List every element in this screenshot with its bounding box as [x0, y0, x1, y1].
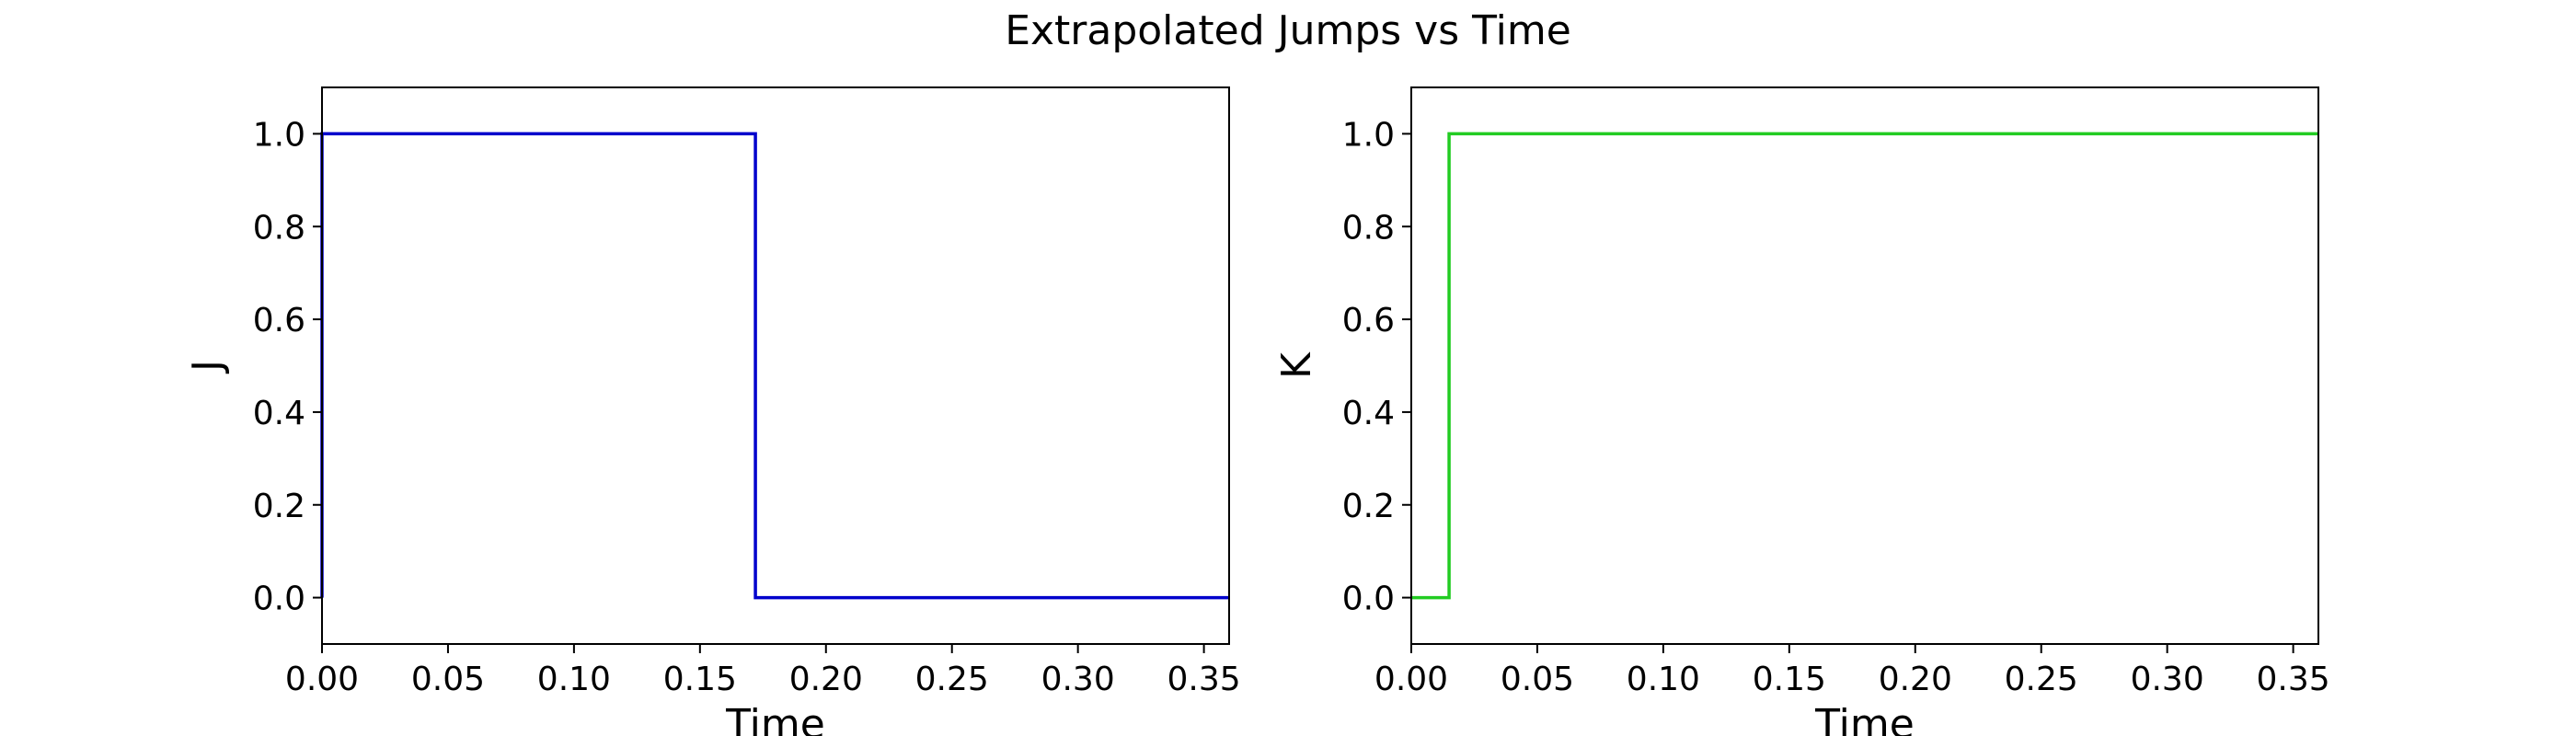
x-tick-label: 0.05 — [1501, 661, 1574, 698]
x-tick-label: 0.20 — [1879, 661, 1952, 698]
x-tick-label: 0.30 — [2131, 661, 2204, 698]
subplot-1: 0.00 0.05 0.10 0.15 0.20 0.25 0.30 0.35 0.0 0.2 0.… — [184, 86, 1241, 736]
y-tick-label: 1.0 — [253, 116, 305, 154]
subplot-2: 0.00 0.05 0.10 0.15 0.20 0.25 0.30 0.35 0.0 0.2 0.… — [1273, 86, 2330, 736]
x-tick-label: 0.35 — [1167, 661, 1241, 698]
series-line-1 — [1411, 132, 2318, 600]
x-tick-label: 0.15 — [663, 661, 737, 698]
y-tick-label: 0.2 — [1342, 488, 1395, 525]
y-tick-label: 1.0 — [1342, 116, 1395, 154]
y-axis-label: K — [1273, 351, 1320, 379]
x-axis-label: Time — [1814, 701, 1915, 736]
x-tick-label: 0.25 — [2005, 661, 2078, 698]
x-tick-label: 0.10 — [1627, 661, 1700, 698]
y-axis-label: J — [184, 360, 231, 374]
plots-group: 0.00 0.05 0.10 0.15 0.20 0.25 0.30 0.35 0.0 0.2 0.… — [184, 86, 2330, 736]
y-tick-label: 0.4 — [253, 395, 305, 432]
y-tick-label: 0.4 — [1342, 395, 1395, 432]
x-tick-label: 0.35 — [2257, 661, 2330, 698]
x-tick-label: 0.15 — [1753, 661, 1826, 698]
axes-frame — [1410, 86, 2319, 645]
x-tick-label: 0.05 — [411, 661, 485, 698]
axes-frame — [321, 86, 1230, 645]
x-tick-label: 0.10 — [537, 661, 611, 698]
y-tick-label: 0.8 — [253, 209, 305, 247]
y-tick-label: 0.0 — [253, 581, 305, 618]
x-tick-label: 0.00 — [1374, 661, 1448, 698]
x-tick-label: 0.25 — [915, 661, 989, 698]
y-tick-label: 0.0 — [1342, 581, 1395, 618]
x-tick-label: 0.30 — [1041, 661, 1115, 698]
y-tick-label: 0.8 — [1342, 209, 1395, 247]
x-tick-label: 0.00 — [285, 661, 359, 698]
y-tick-label: 0.6 — [253, 302, 305, 339]
y-tick-label: 0.6 — [1342, 302, 1395, 339]
x-axis-label: Time — [725, 701, 825, 736]
y-tick-label: 0.2 — [253, 488, 305, 525]
x-tick-label: 0.20 — [789, 661, 863, 698]
figure-title: Extrapolated Jumps vs Time — [1005, 7, 1571, 54]
